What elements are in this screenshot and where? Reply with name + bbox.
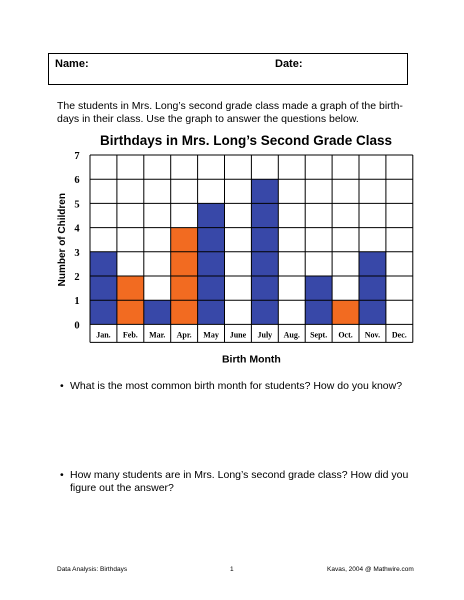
x-tick-label: Mar. bbox=[149, 330, 165, 339]
bullet-icon: • bbox=[60, 380, 64, 392]
bar-chart: 0 1 2 3 4 5 6 7 Jan. Feb. Mar. Apr. May June July Aug.… bbox=[57, 151, 414, 365]
question-text: What is the most common birth month for … bbox=[70, 380, 403, 392]
x-tick-label: Dec. bbox=[392, 330, 407, 339]
x-tick-label: Apr. bbox=[177, 330, 192, 339]
x-ticks-group: Jan. Feb. Mar. Apr. May June July Aug. Sept. Oct.… bbox=[96, 330, 407, 339]
bar-may bbox=[197, 203, 225, 325]
y-tick-label: 1 bbox=[74, 296, 79, 307]
x-axis-label: Birth Month bbox=[222, 353, 281, 365]
y-ticks-group: 0 1 2 3 4 5 6 7 bbox=[74, 151, 80, 331]
name-date-box: Name: Date: bbox=[48, 53, 408, 85]
y-tick-label: 7 bbox=[74, 151, 79, 162]
footer-page-number: 1 bbox=[230, 566, 234, 573]
footer-right: Kavas, 2004 @ Mathwire.com bbox=[327, 566, 414, 573]
y-tick-label: 2 bbox=[74, 272, 79, 283]
y-tick-label: 6 bbox=[74, 175, 79, 186]
x-tick-label: July bbox=[258, 330, 273, 339]
y-tick-label: 0 bbox=[74, 320, 79, 331]
bar-nov bbox=[359, 251, 386, 325]
bar-jan bbox=[90, 251, 117, 325]
y-tick-label: 5 bbox=[74, 199, 79, 210]
x-tick-label: June bbox=[230, 330, 247, 339]
intro-text: The students in Mrs. Long’s second grade… bbox=[57, 100, 403, 125]
question-text: How many students are in Mrs. Long’s sec… bbox=[70, 469, 409, 494]
grid-group bbox=[89, 154, 414, 343]
chart-title: Birthdays in Mrs. Long’s Second Grade Cl… bbox=[100, 133, 393, 148]
y-tick-label: 4 bbox=[74, 224, 80, 235]
y-tick-label: 3 bbox=[74, 248, 79, 259]
x-tick-label: Jan. bbox=[96, 330, 110, 339]
name-label: Name: bbox=[55, 58, 89, 70]
y-axis-label: Number of Children bbox=[57, 193, 68, 286]
bullet-icon: • bbox=[60, 469, 64, 481]
bar-mar bbox=[143, 300, 171, 325]
x-tick-label: Feb. bbox=[123, 330, 138, 339]
x-tick-label: Aug. bbox=[284, 330, 300, 339]
x-tick-label: May bbox=[203, 330, 219, 339]
date-label: Date: bbox=[275, 58, 303, 70]
footer-left: Data Analysis: Birthdays bbox=[57, 566, 128, 573]
bar-oct bbox=[332, 300, 359, 325]
x-tick-label: Oct. bbox=[338, 330, 352, 339]
x-tick-label: Nov. bbox=[365, 330, 380, 339]
x-tick-label: Sept. bbox=[310, 330, 327, 339]
